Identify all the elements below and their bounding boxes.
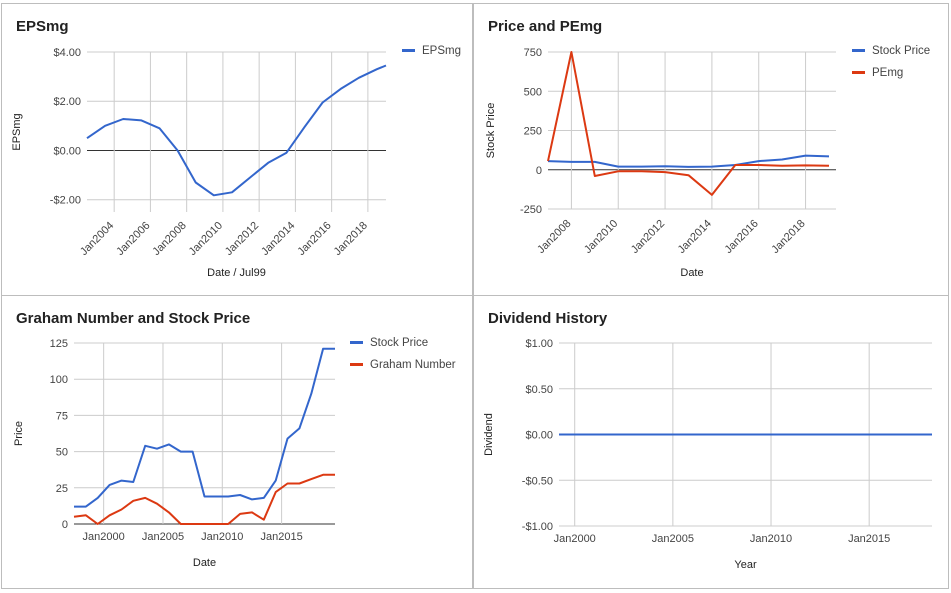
y-tick-label: 125	[50, 338, 68, 350]
y-tick-label: 75	[56, 410, 68, 422]
y-tick-label: -$0.50	[522, 475, 553, 487]
x-tick-label: Jan2004	[78, 220, 116, 258]
y-tick-label: $0.00	[53, 145, 81, 157]
y-tick-label: 250	[524, 126, 542, 138]
x-tick-label: Jan2010	[187, 220, 225, 258]
legend-swatch	[350, 363, 363, 366]
legend-swatch	[852, 49, 865, 52]
chart-title: Graham Number and Stock Price	[16, 310, 250, 327]
y-tick-label: 0	[536, 165, 542, 177]
x-tick-label: Jan2014	[676, 218, 714, 256]
y-tick-label: $0.50	[525, 384, 553, 396]
y-tick-label: 50	[56, 447, 68, 459]
legend-label: PEmg	[872, 67, 903, 79]
y-tick-label: -$1.00	[522, 521, 553, 533]
y-tick-label: 100	[50, 374, 68, 386]
eps-chart: EPSmg -$2.00 $0.00 $2.00 $4.00 Jan2004Jan2006…	[11, 18, 461, 279]
series-line	[547, 51, 830, 196]
dividend-chart-panel: Dividend History -$1.00 -$0.50 $0.00 $0.50 $1…	[473, 295, 949, 589]
y-tick-label: 0	[62, 519, 68, 531]
x-tick-label: Jan2008	[535, 218, 573, 256]
series-line	[74, 347, 335, 508]
price-pe-chart-panel: Price and PEmg -250 0 250 500 750 Jan2008 Jan20…	[473, 3, 949, 296]
x-tick-label: Jan2018	[332, 220, 370, 258]
x-tick-label: Jan2015	[848, 533, 890, 545]
x-tick-label: Jan2005	[652, 533, 694, 545]
x-tick-label: Jan2010	[201, 531, 243, 543]
y-tick-label: $2.00	[53, 96, 81, 108]
x-tick-label: Jan2010	[582, 218, 620, 256]
x-tick-label: Jan2015	[261, 531, 303, 543]
series-line	[73, 473, 335, 525]
y-tick-label: $1.00	[525, 338, 553, 350]
legend-swatch	[350, 341, 363, 344]
x-tick-label: Jan2005	[142, 531, 184, 543]
y-tick-label: -$2.00	[50, 195, 81, 207]
legend-label: Stock Price	[370, 337, 428, 349]
legend-swatch	[852, 71, 865, 74]
chart-title: Price and PEmg	[488, 18, 602, 35]
x-tick-label: Jan2000	[554, 533, 596, 545]
y-tick-label: 500	[524, 86, 542, 98]
eps-chart-panel: EPSmg -$2.00 $0.00 $2.00 $4.00 Jan2004 Jan2006…	[1, 3, 473, 296]
y-tick-label: $4.00	[53, 47, 81, 59]
x-tick-label: Jan2010	[750, 533, 792, 545]
x-tick-label: Jan2016	[723, 218, 761, 256]
legend-swatch	[402, 49, 415, 52]
x-tick-label: Jan2014	[259, 220, 297, 258]
legend-label: Stock Price	[872, 45, 930, 57]
y-tick-label: $0.00	[525, 430, 553, 442]
legend-label: EPSmg	[422, 45, 461, 57]
y-tick-label: 750	[524, 47, 542, 59]
series-line	[547, 154, 830, 168]
x-tick-label: Jan2018	[769, 218, 807, 256]
series-line	[86, 64, 387, 197]
x-tick-label: Jan2000	[83, 531, 125, 543]
x-axis-title: Date	[193, 557, 216, 569]
x-axis-title: Year	[734, 559, 757, 571]
x-tick-label: Jan2012	[629, 218, 667, 256]
x-tick-label: Jan2008	[150, 220, 188, 258]
x-tick-label: Jan2006	[114, 220, 152, 258]
y-axis-title: Price	[13, 421, 25, 446]
x-axis-title: Date / Jul99	[207, 267, 266, 279]
graham-chart: Graham Number and Stock Price 0 25 50 75 100 1…	[13, 310, 456, 569]
y-axis-title: Dividend	[483, 413, 495, 456]
chart-title: Dividend History	[488, 310, 608, 327]
y-axis-title: Stock Price	[485, 103, 497, 159]
legend-label: Graham Number	[370, 359, 456, 371]
x-axis-title: Date	[680, 267, 703, 279]
x-tick-label: Jan2012	[223, 220, 261, 258]
graham-chart-panel: Graham Number and Stock Price 0 25 50 75 100 1…	[1, 295, 473, 589]
x-tick-label: Jan2016	[295, 220, 333, 258]
y-axis-title: EPSmg	[11, 113, 23, 150]
y-tick-label: 25	[56, 483, 68, 495]
dividend-chart: Dividend History -$1.00 -$0.50 $0.00 $0.50 $1…	[483, 310, 932, 571]
chart-title: EPSmg	[16, 18, 69, 35]
y-tick-label: -250	[520, 204, 542, 216]
